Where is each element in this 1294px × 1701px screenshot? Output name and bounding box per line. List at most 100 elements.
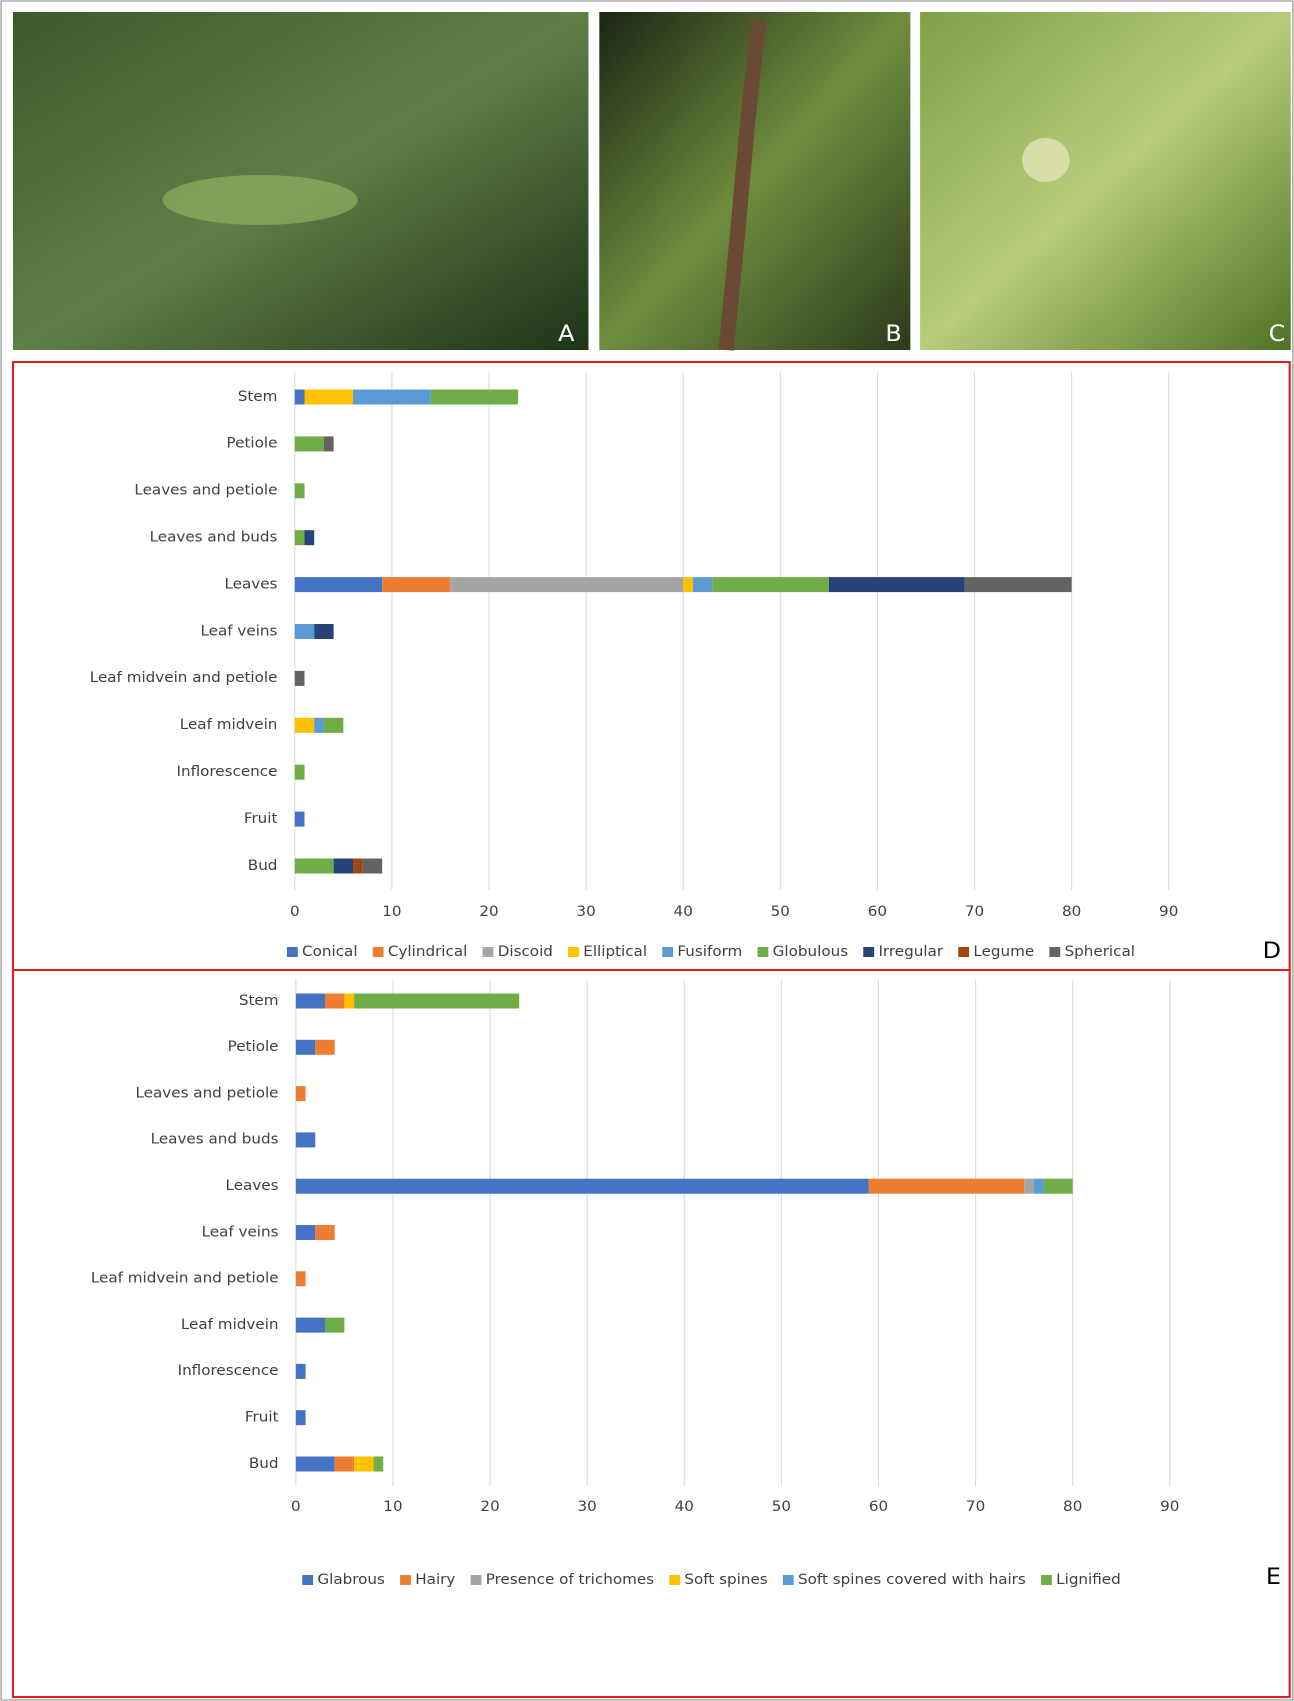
bar-segment [294,624,315,639]
y-tick-label: Inflorescence [177,764,278,780]
legend-swatch [958,947,970,957]
bar-segment [323,436,334,452]
bar-segment [304,530,315,546]
bar-segment [294,389,305,405]
x-tick-label: 60 [868,903,887,919]
bar-segment [868,1178,1025,1194]
bar-segment [964,577,1072,593]
y-tick-label: Leaf veins [202,1224,279,1240]
legend-swatch [470,1575,482,1585]
y-tick-label: Leaf midvein [181,1316,279,1332]
bar-segment [294,858,334,874]
legend-swatch [782,1575,794,1585]
bar-segment [294,670,305,686]
x-tick-label: 0 [290,903,300,919]
x-tick-label: 50 [772,1498,791,1514]
bar-segment [450,577,684,593]
legend-swatch [1049,947,1061,957]
bar-segment [373,1456,384,1472]
bar-segment [353,858,363,874]
bar-segment [295,1132,316,1148]
bar-segment [712,577,829,593]
y-tick-label: Leaves and petiole [134,482,277,498]
x-tick-label: 50 [771,903,790,919]
bar-segment [692,577,713,593]
x-tick-label: 40 [674,903,693,919]
bar-segment [295,1039,316,1055]
legend-label: Fusiform [677,943,742,959]
legend-label: Spherical [1065,943,1135,959]
legend-swatch [286,947,298,957]
panel-frame [11,969,1291,1698]
bar-segment [295,1456,335,1472]
legend-label: Elliptical [583,943,647,959]
legend-label: Cylindrical [388,943,467,959]
y-tick-label: Leaves and buds [150,529,278,545]
bar-segment [324,1317,345,1333]
x-tick-label: 40 [675,1498,694,1514]
y-tick-label: Inflorescence [178,1363,279,1379]
legend-label: Irregular [878,943,943,959]
legend-label: Soft spines covered with hairs [798,1571,1026,1587]
bar-segment [294,811,305,827]
bar-segment [333,858,354,874]
legend-label: Discoid [498,943,553,959]
y-tick-label: Fruit [244,810,278,826]
bar-segment [295,1178,869,1194]
y-tick-label: Stem [238,388,278,404]
bar-segment [294,764,305,780]
x-tick-label: 30 [578,1498,597,1514]
bar-segment [430,389,519,405]
bar-segment [324,993,345,1009]
legend-swatch [482,947,494,957]
legend-label: Hairy [415,1571,455,1587]
legend-label: Globulous [773,943,848,959]
photo-detail [718,19,767,351]
bar-segment [828,577,965,593]
legend-swatch [669,1575,681,1585]
x-tick-label: 80 [1063,1498,1082,1514]
y-tick-label: Leaf midvein and petiole [91,1270,279,1286]
y-tick-label: Petiole [227,435,278,451]
x-tick-label: 60 [869,1498,888,1514]
panel-label: D [1263,939,1281,964]
bar-segment [295,1271,306,1287]
y-tick-label: Stem [239,992,279,1008]
bar-segment [294,717,315,733]
y-tick-label: Leaves and petiole [136,1085,279,1101]
bar-segment [295,993,325,1009]
x-tick-label: 90 [1160,1498,1179,1514]
bar-segment [314,624,334,639]
bar-segment [294,483,305,499]
photo [920,12,1291,350]
legend-label: Presence of trichomes [486,1571,654,1587]
x-tick-label: 10 [383,1498,402,1514]
bar-segment [295,1363,306,1379]
x-tick-label: 30 [576,903,595,919]
bar-segment [334,1456,355,1472]
bar-segment [295,1225,316,1240]
bar-segment [1043,1178,1073,1194]
bar-segment [304,389,354,405]
x-tick-label: 80 [1062,903,1081,919]
y-tick-label: Petiole [228,1039,279,1055]
bar-segment [323,717,344,733]
y-tick-label: Bud [249,1455,279,1471]
legend-swatch [302,1575,314,1585]
bar-segment [354,1456,374,1472]
legend-swatch [662,947,674,957]
y-tick-label: Leaf midvein and petiole [90,670,278,686]
legend-swatch [757,947,769,957]
photo-label: A [558,322,575,347]
y-tick-label: Leaf veins [201,623,278,639]
x-tick-label: 0 [291,1498,301,1514]
bar-segment [294,577,383,593]
bar-segment [294,436,324,452]
bar-segment [1033,1178,1044,1194]
photo-label: C [1269,322,1286,347]
legend-label: Glabrous [317,1571,385,1587]
x-tick-label: 20 [480,1498,499,1514]
legend-swatch [372,947,384,957]
